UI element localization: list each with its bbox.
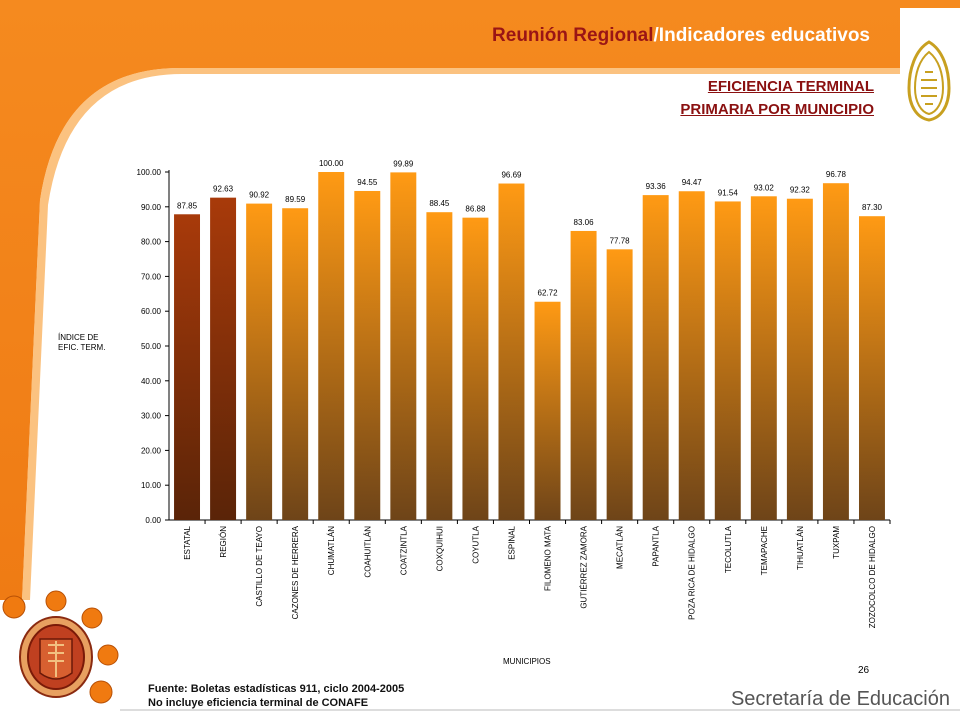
footer-brand: Secretaría de Educación — [730, 688, 950, 710]
x-tick-label: COYUTLA — [471, 525, 480, 563]
x-tick-label: COATZINTLA — [399, 525, 408, 575]
x-tick-label: ESTATAL — [183, 525, 192, 559]
bar — [606, 249, 633, 520]
y-axis-label-line2: EFIC. TERM. — [58, 343, 106, 352]
x-tick-label: COXQUIHUI — [435, 526, 444, 571]
bar-data-label: 99.89 — [393, 159, 414, 168]
bar-data-label: 96.69 — [501, 171, 522, 180]
x-tick-label: REGIÓN — [219, 526, 228, 558]
chart-subtitle-line2: PRIMARIA POR MUNICIPIO — [680, 101, 874, 118]
bar-data-label: 93.36 — [646, 182, 667, 191]
y-tick-label: 70.00 — [141, 272, 162, 281]
bar — [822, 183, 849, 520]
header-title-rest: /Indicadores educativos — [653, 25, 870, 46]
x-axis-label: MUNICIPIOS — [503, 657, 551, 666]
bar-data-label: 100.00 — [319, 159, 344, 168]
bar-data-label: 88.45 — [429, 199, 450, 208]
bar-data-label: 91.54 — [718, 188, 739, 197]
y-tick-label: 50.00 — [141, 342, 162, 351]
institution-logo-icon — [907, 40, 951, 122]
x-tick-label: ESPINAL — [507, 525, 516, 559]
x-tick-label: CHUMATLÁN — [327, 526, 336, 575]
bar — [462, 217, 489, 520]
bar-data-label: 86.88 — [465, 205, 486, 214]
bar-data-label: 87.85 — [177, 201, 198, 210]
bar-data-label: 96.78 — [826, 170, 847, 179]
chart-subtitle-line1: EFICIENCIA TERMINAL — [707, 78, 874, 95]
x-tick-label: GUTIÉRREZ ZAMORA — [580, 525, 589, 608]
header-title: Reunión Regional/Indicadores educativos — [492, 25, 870, 47]
x-tick-label: TECOLUTLA — [724, 525, 733, 573]
y-tick-label: 20.00 — [141, 446, 162, 455]
source-line2: No incluye eficiencia terminal de CONAFE — [148, 697, 369, 709]
bar — [390, 172, 417, 520]
bar — [570, 230, 597, 520]
y-tick-label: 40.00 — [141, 377, 162, 386]
x-tick-label: MECATLÁN — [616, 526, 625, 569]
bar — [426, 212, 453, 520]
x-tick-label: CAZONES DE HERRERA — [291, 525, 300, 619]
x-tick-label: TIHUATLÁN — [796, 526, 805, 570]
bar-data-label: 92.32 — [790, 186, 811, 195]
source-line1: Fuente: Boletas estadísticas 911, ciclo … — [148, 683, 405, 695]
bar — [786, 198, 813, 521]
y-tick-label: 90.00 — [141, 203, 162, 212]
bar-data-label: 87.30 — [862, 203, 883, 212]
x-tick-label: FILOMENO MATA — [544, 525, 553, 591]
bar-data-label: 77.78 — [610, 236, 631, 245]
bar — [858, 216, 885, 521]
bar — [642, 195, 669, 521]
bar — [534, 301, 561, 520]
x-tick-label: POZA RICA DE HIDALGO — [688, 526, 697, 620]
x-tick-label: CASTILLO DE TEAYO — [255, 526, 264, 607]
y-axis-label-line1: ÍNDICE DE — [58, 333, 99, 342]
bar-data-label: 92.63 — [213, 185, 234, 194]
bar-data-label: 93.02 — [754, 183, 775, 192]
page-number: 26 — [858, 665, 870, 676]
bar-data-label: 90.92 — [249, 191, 270, 200]
y-tick-label: 0.00 — [145, 516, 161, 525]
state-emblem-icon — [19, 616, 93, 698]
source-note: Fuente: Boletas estadísticas 911, ciclo … — [148, 682, 404, 710]
bar-data-label: 94.55 — [357, 178, 378, 187]
y-tick-label: 100.00 — [137, 168, 162, 177]
x-tick-label: ZOZOCOLCO DE HIDALGO — [868, 526, 877, 628]
x-tick-label: TEMAPACHE — [760, 526, 769, 575]
y-tick-label: 10.00 — [141, 481, 162, 490]
decorative-bubbles — [2, 590, 119, 704]
bar — [246, 203, 273, 521]
bar — [282, 208, 309, 520]
x-tick-label: COAHUITLÁN — [363, 526, 372, 578]
bar — [750, 196, 777, 520]
x-tick-label: TUXPAM — [832, 526, 841, 559]
bar — [498, 183, 525, 520]
bar — [210, 197, 237, 521]
bar-data-label: 94.47 — [682, 178, 703, 187]
bar-data-label: 62.72 — [538, 289, 559, 298]
bar — [354, 190, 381, 520]
bar — [714, 201, 741, 520]
y-tick-label: 60.00 — [141, 307, 162, 316]
x-tick-label: PAPANTLA — [652, 525, 661, 566]
header-title-accent: Reunión Regional — [492, 25, 654, 46]
bar-data-label: 83.06 — [574, 218, 595, 227]
y-tick-label: 30.00 — [141, 412, 162, 421]
bar — [678, 191, 705, 521]
bar — [174, 214, 201, 521]
bar — [318, 172, 345, 520]
y-axis-label: ÍNDICE DE EFIC. TERM. — [58, 333, 105, 353]
y-tick-label: 80.00 — [141, 238, 162, 247]
bar-data-label: 89.59 — [285, 195, 306, 204]
